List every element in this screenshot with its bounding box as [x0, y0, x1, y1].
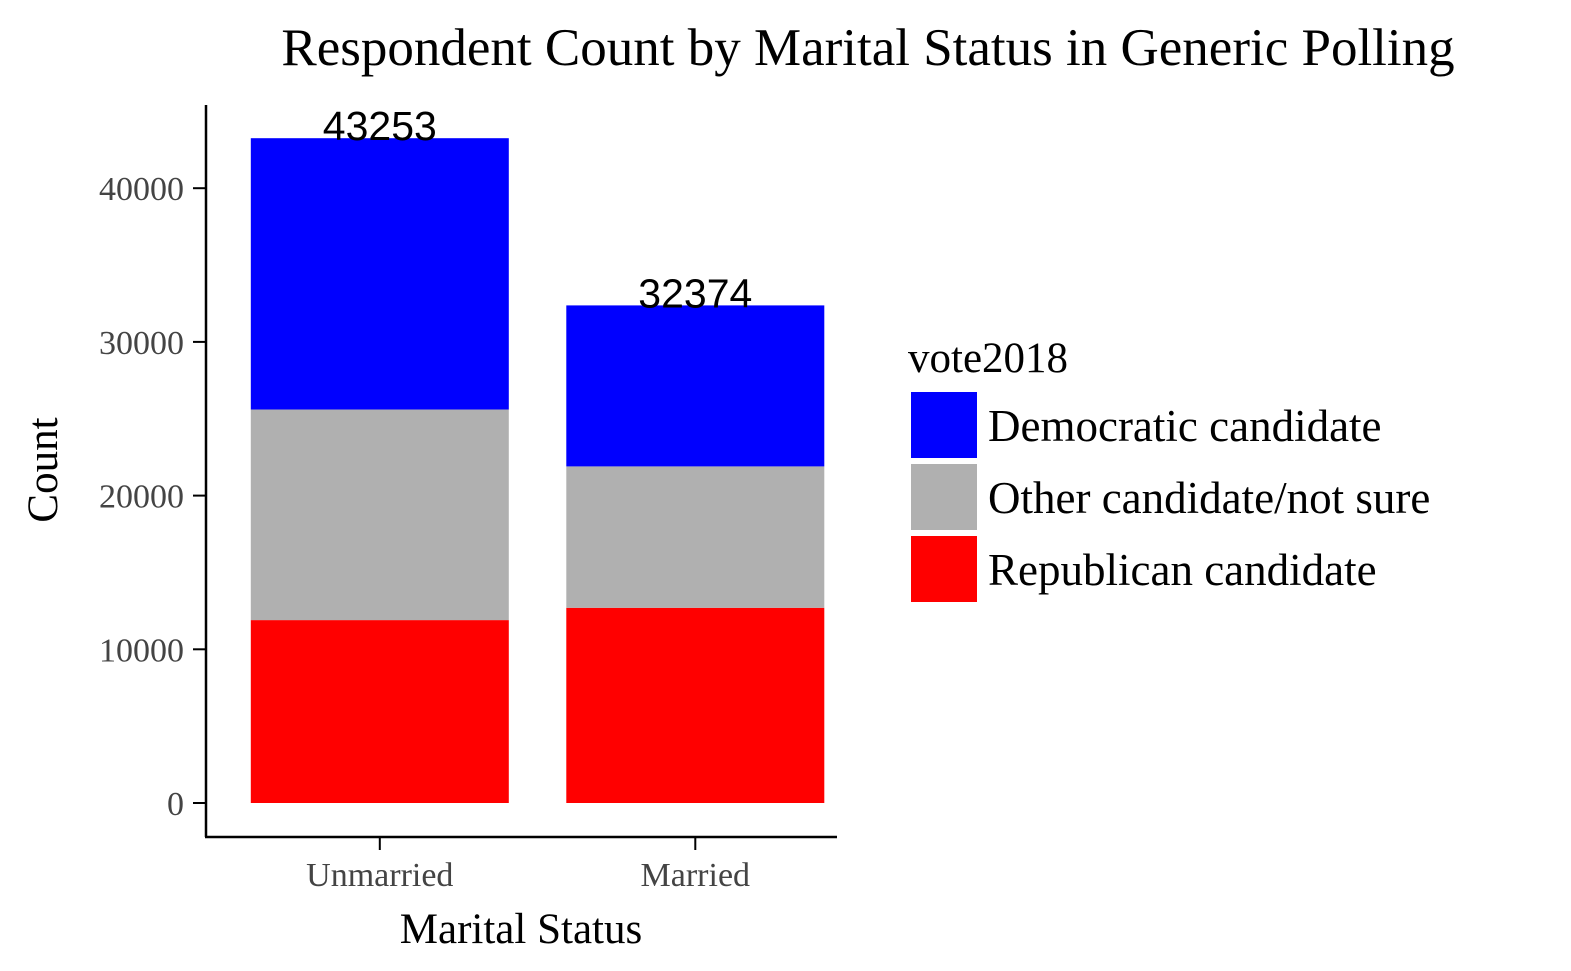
- legend-items: Democratic candidate Other candidate/not …: [911, 392, 1430, 602]
- legend-swatch: [911, 392, 977, 458]
- y-tick-label: 30000: [99, 325, 184, 362]
- bar-segment: [250, 138, 509, 410]
- chart-title: Respondent Count by Marital Status in Ge…: [281, 19, 1454, 77]
- bars-group: [250, 138, 825, 803]
- legend-label: Other candidate/not sure: [988, 473, 1430, 523]
- y-tick-label: 0: [167, 786, 184, 823]
- bar-segment: [250, 409, 509, 621]
- total-labels-group: 43253 32374: [323, 103, 753, 316]
- y-ticks-group: 0 10000 20000 30000 40000: [99, 171, 206, 823]
- bar-segment: [566, 305, 825, 467]
- y-tick-label: 40000: [99, 171, 184, 208]
- legend-label: Democratic candidate: [988, 401, 1382, 451]
- y-tick-label: 10000: [99, 632, 184, 669]
- y-tick-label: 20000: [99, 479, 184, 516]
- bar-total-label: 43253: [323, 103, 437, 149]
- legend-label: Republican candidate: [988, 545, 1377, 595]
- y-axis-label: Count: [20, 417, 67, 522]
- x-tick-label: Unmarried: [306, 857, 453, 894]
- bar-total-label: 32374: [638, 270, 752, 316]
- x-axis-label: Marital Status: [400, 906, 642, 953]
- legend: vote2018 Democratic candidate Other candi…: [908, 335, 1430, 602]
- legend-swatch: [911, 464, 977, 530]
- x-ticks-group: Unmarried Married: [306, 837, 750, 894]
- bar-segment: [250, 620, 509, 803]
- bar-segment: [566, 607, 825, 803]
- legend-title: vote2018: [908, 335, 1068, 382]
- legend-swatch: [911, 536, 977, 602]
- x-tick-label: Married: [641, 857, 751, 894]
- bar-segment: [566, 466, 825, 608]
